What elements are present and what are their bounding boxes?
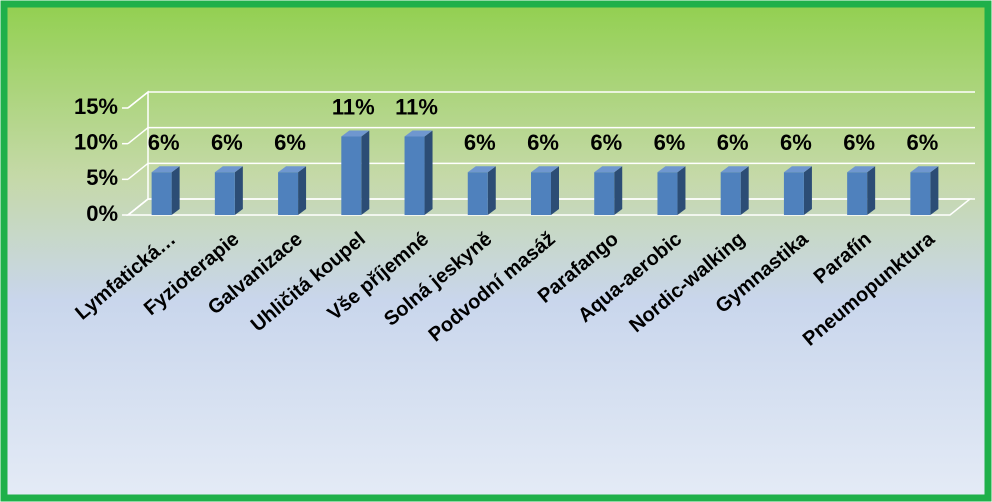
bar-face [740, 166, 749, 215]
bar-face [867, 166, 876, 215]
bar [531, 166, 559, 215]
bar [404, 130, 433, 215]
data-label: 6% [717, 130, 749, 155]
bar-face [278, 166, 307, 173]
bar [783, 166, 812, 215]
data-label: 6% [464, 130, 496, 155]
data-label: 11% [332, 94, 375, 119]
grid-line [127, 198, 975, 216]
bar-face [424, 130, 433, 215]
bar-face [531, 172, 551, 215]
data-label: 6% [527, 130, 559, 155]
bar [657, 166, 686, 215]
data-label: 6% [843, 130, 875, 155]
y-tick-label: 10% [74, 129, 118, 154]
bar-face [404, 130, 433, 137]
bar-face [151, 166, 180, 173]
bar-face [677, 166, 686, 215]
data-label: 6% [780, 130, 812, 155]
data-label: 6% [148, 130, 180, 155]
bar-face [847, 172, 868, 215]
bar-face [594, 172, 615, 215]
bar-face [278, 172, 299, 215]
bar-face [614, 166, 623, 215]
bar-face [234, 166, 243, 215]
bar-face [551, 166, 559, 215]
grid-line [127, 126, 975, 145]
bar-face [361, 130, 370, 215]
data-label: 6% [654, 130, 686, 155]
bar [847, 166, 876, 215]
data-label: 6% [274, 130, 306, 155]
bar-face [657, 166, 686, 173]
bar-face [467, 166, 496, 173]
bar [720, 166, 749, 215]
bar-face [910, 172, 931, 215]
bar [910, 166, 939, 215]
bar [278, 166, 307, 215]
bar-face [214, 166, 243, 173]
bar-face [341, 136, 362, 215]
bar-face [783, 166, 812, 173]
data-label: 11% [395, 94, 438, 119]
bar-face [341, 130, 370, 137]
bar-face [467, 172, 488, 215]
bar [151, 166, 180, 215]
data-label: 6% [590, 130, 622, 155]
bar-face [171, 166, 180, 215]
data-label: 6% [211, 130, 243, 155]
bar-face [910, 166, 939, 173]
y-tick-label: 0% [86, 201, 118, 226]
bar-face [930, 166, 939, 215]
bar-face [404, 136, 425, 215]
grid-line [127, 162, 975, 180]
bar-face [214, 172, 235, 215]
bar [214, 166, 243, 215]
grid-line [127, 91, 975, 109]
data-label: 6% [906, 130, 938, 155]
bar-face [803, 166, 812, 215]
bar [467, 166, 496, 215]
bar-face [657, 172, 678, 215]
bar [594, 166, 623, 215]
bar-face [783, 172, 804, 215]
bar-face [594, 166, 623, 173]
bar-face [151, 172, 172, 215]
bar [341, 130, 370, 215]
bar-face [298, 166, 307, 215]
bar-face [720, 172, 741, 215]
y-tick-label: 5% [86, 165, 118, 190]
bar-face [847, 166, 876, 173]
bar-face [487, 166, 496, 215]
bar-face [720, 166, 749, 173]
bar-face [531, 166, 559, 173]
y-tick-label: 15% [74, 94, 118, 119]
